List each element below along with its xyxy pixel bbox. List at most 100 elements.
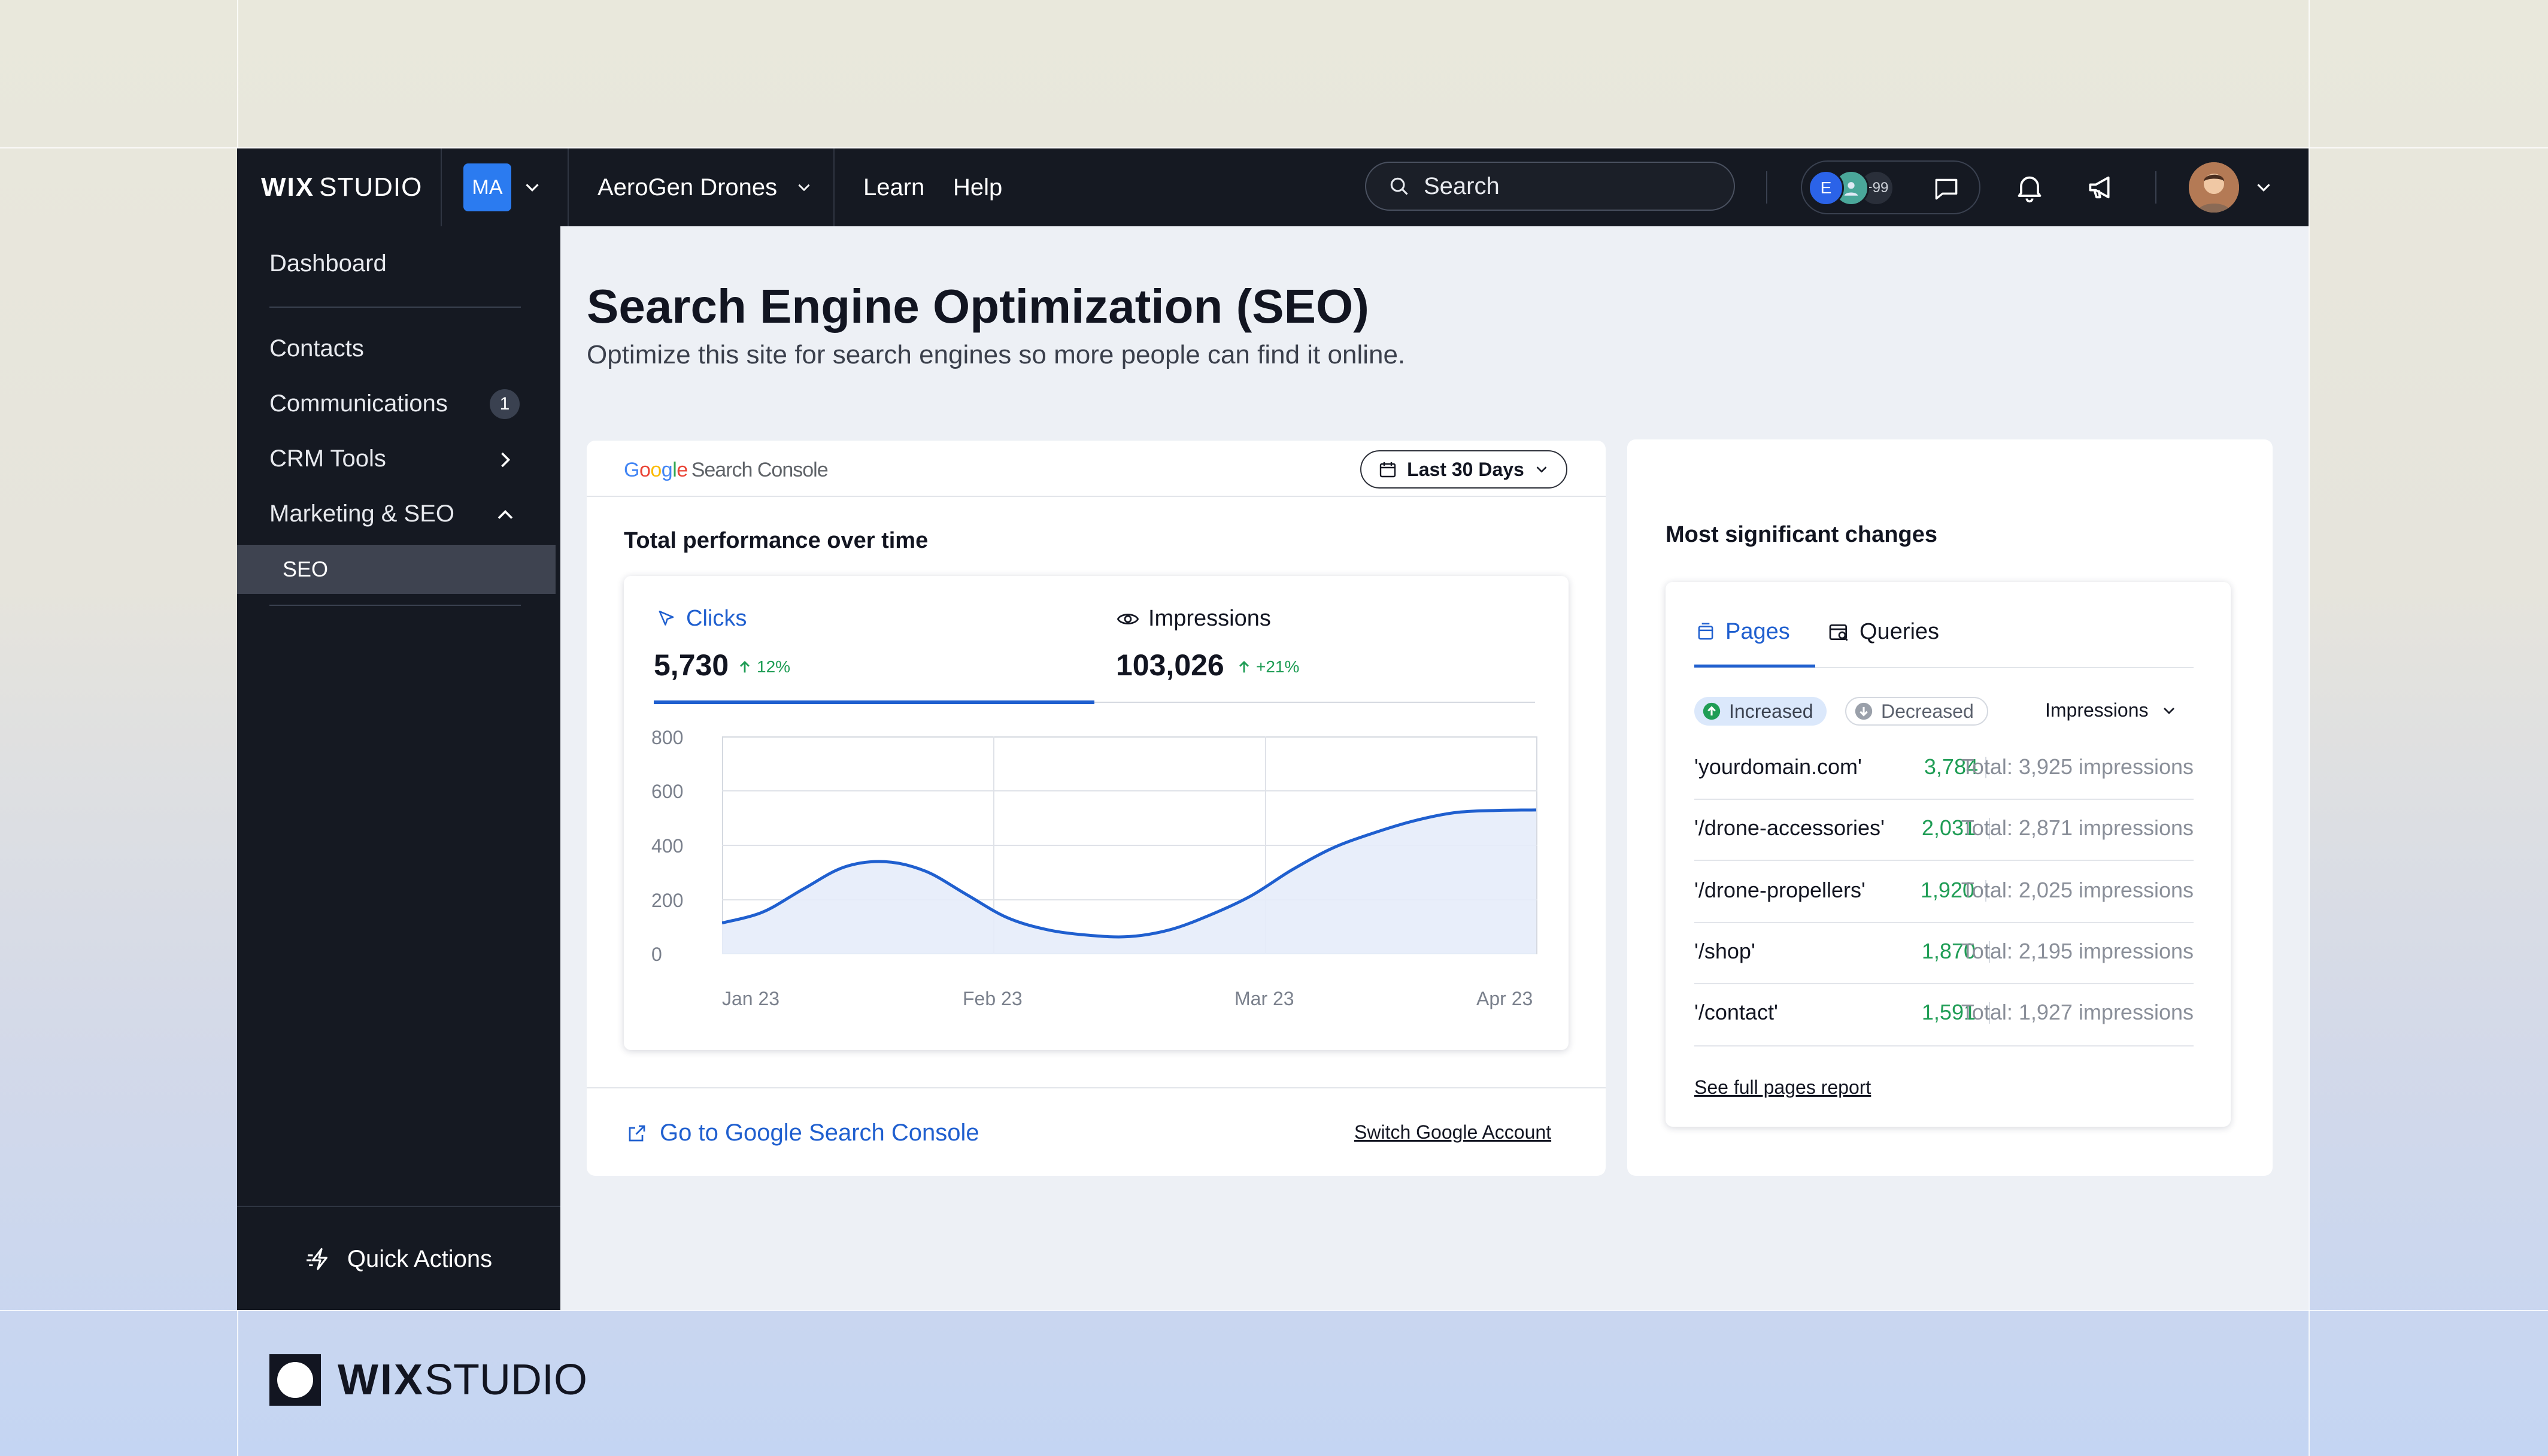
- date-range-picker[interactable]: Last 30 Days: [1360, 450, 1567, 489]
- site-selector[interactable]: AeroGen Drones: [597, 148, 814, 226]
- sidebar-item-communications[interactable]: Communications: [269, 390, 448, 417]
- card-divider: [587, 496, 1606, 497]
- tab-label: Pages: [1725, 619, 1790, 644]
- sidebar-item-contacts[interactable]: Contacts: [269, 335, 364, 362]
- row-divider: [1694, 799, 2194, 800]
- collaborators-group[interactable]: E +99: [1801, 160, 1980, 214]
- bell-icon[interactable]: [2013, 171, 2046, 204]
- app-window: WIX STUDIO MA AeroGen Drones Learn Help S…: [237, 148, 2309, 1310]
- performance-chart-panel: Clicks 5,730 12% Impressions 103,026 +21…: [624, 576, 1569, 1050]
- card-divider: [587, 1087, 1606, 1088]
- page-total: Total: 2,871 impressions: [1961, 815, 2194, 840]
- row-separator: [1985, 757, 1986, 778]
- filter-label: Increased: [1729, 700, 1813, 722]
- filter-increased[interactable]: Increased: [1694, 697, 1827, 726]
- sidebar-item-dashboard[interactable]: Dashboard: [269, 250, 387, 277]
- metric-label: Impressions: [1148, 606, 1271, 631]
- search-icon: [1390, 177, 1408, 195]
- page-change-value: 1,920: [1920, 878, 1974, 902]
- page-change-value: 1,870: [1921, 939, 1976, 963]
- tab-label: Queries: [1860, 619, 1940, 644]
- arrow-up-circle-icon: [1703, 702, 1721, 720]
- user-avatar[interactable]: [2189, 162, 2239, 213]
- divider: [2155, 171, 2156, 204]
- page-path[interactable]: '/contact': [1694, 1000, 1778, 1024]
- metric-label: Clicks: [686, 606, 747, 631]
- workspace-avatar[interactable]: MA: [463, 163, 511, 211]
- google-wordmark: Google: [624, 459, 688, 481]
- page-total: Total: 3,925 impressions: [1961, 754, 2194, 779]
- sidebar-divider: [269, 307, 521, 308]
- row-separator: [1989, 818, 1990, 839]
- page-change-value: 2,031: [1921, 815, 1976, 840]
- performance-line-chart: [722, 736, 1537, 954]
- clicks-change: 12%: [736, 657, 790, 677]
- wix-studio-mark-icon: [269, 1354, 321, 1406]
- active-tab-underline: [1694, 665, 1815, 668]
- divider: [1766, 171, 1767, 204]
- chevron-down-icon[interactable]: [2252, 176, 2275, 199]
- quick-actions-button[interactable]: Quick Actions: [237, 1206, 560, 1310]
- full-pages-report-link[interactable]: See full pages report: [1694, 1076, 1871, 1098]
- page-title: Search Engine Optimization (SEO): [587, 280, 1369, 333]
- page-change-value: 1,591: [1921, 1000, 1976, 1024]
- sidebar-subitem-seo[interactable]: SEO: [237, 545, 556, 594]
- row-divider: [1694, 922, 2194, 923]
- divider: [441, 148, 442, 226]
- quick-actions-icon: [306, 1248, 327, 1270]
- pages-icon: [1698, 622, 1713, 639]
- top-bar: WIX STUDIO MA AeroGen Drones Learn Help S…: [237, 148, 2309, 226]
- metric-tab-track: [654, 702, 1535, 703]
- page-path[interactable]: 'yourdomain.com': [1694, 754, 1862, 779]
- changes-title: Most significant changes: [1666, 522, 1937, 547]
- page-total: Total: 2,195 impressions: [1961, 939, 2194, 963]
- change-value: 12%: [757, 657, 791, 676]
- page-change-value: 3,784: [1924, 754, 1978, 779]
- page-path[interactable]: '/drone-propellers': [1694, 878, 1866, 902]
- performance-card: Google Search Console Last 30 Days Total…: [587, 441, 1606, 1176]
- external-link-icon: [629, 1125, 645, 1141]
- page-path[interactable]: '/drone-accessories': [1694, 815, 1885, 840]
- bg-gridline: [0, 1310, 2548, 1311]
- bg-gridline: [0, 147, 2548, 148]
- tab-queries[interactable]: Queries: [1827, 619, 1939, 645]
- y-tick-label: 400: [651, 835, 684, 857]
- sidebar-item-crm-tools[interactable]: CRM Tools: [269, 445, 386, 472]
- page-subtitle: Optimize this site for search engines so…: [587, 340, 1406, 369]
- tab-track: [1694, 667, 2194, 668]
- learn-link[interactable]: Learn: [863, 174, 925, 201]
- metric-tab-impressions[interactable]: Impressions: [1116, 606, 1271, 632]
- filter-decreased[interactable]: Decreased: [1845, 697, 1988, 726]
- series-area: [722, 809, 1536, 954]
- google-search-console-logo: Google Search Console: [624, 459, 829, 482]
- user-photo-icon: [2189, 162, 2239, 213]
- help-link[interactable]: Help: [953, 174, 1003, 201]
- chevron-down-icon: [2163, 707, 2174, 714]
- chevron-up-icon: [498, 509, 513, 519]
- metric-select[interactable]: Impressions: [2045, 699, 2179, 721]
- sidebar-item-marketing-seo[interactable]: Marketing & SEO: [269, 500, 455, 527]
- page-path[interactable]: '/shop': [1694, 939, 1755, 963]
- page-total: Total: 1,927 impressions: [1961, 1000, 2194, 1024]
- quick-actions-label: Quick Actions: [347, 1245, 493, 1272]
- eye-icon: [1117, 613, 1139, 624]
- x-tick-label: Feb 23: [963, 988, 1023, 1009]
- metric-tab-clicks[interactable]: Clicks: [655, 606, 747, 632]
- impressions-change: +21%: [1236, 657, 1299, 677]
- search-input[interactable]: Search: [1365, 162, 1735, 211]
- divider: [833, 148, 835, 226]
- page-total: Total: 2,025 impressions: [1961, 878, 2194, 902]
- tab-pages[interactable]: Pages: [1694, 619, 1790, 645]
- active-metric-underline: [654, 700, 1094, 704]
- footer-wix-studio-logo: WIXSTUDIO: [269, 1354, 587, 1406]
- row-separator: [1985, 880, 1986, 902]
- megaphone-icon[interactable]: [2085, 171, 2118, 204]
- sidebar-divider: [269, 605, 521, 606]
- switch-google-account-link[interactable]: Switch Google Account: [1354, 1121, 1552, 1143]
- go-to-search-console-link[interactable]: Go to Google Search Console: [626, 1120, 979, 1146]
- wix-studio-logo[interactable]: WIX STUDIO: [261, 148, 422, 226]
- chevron-down-icon[interactable]: [521, 176, 544, 199]
- date-range-label: Last 30 Days: [1407, 458, 1524, 480]
- arrow-up-icon: [740, 660, 750, 673]
- x-tick-label: Mar 23: [1234, 988, 1294, 1009]
